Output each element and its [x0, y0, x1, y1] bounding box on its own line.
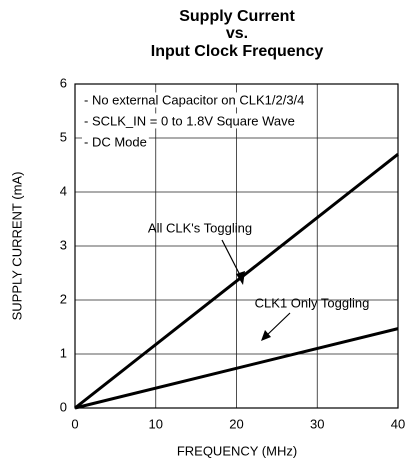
note: - SCLK_IN = 0 to 1.8V Square Wave: [84, 113, 295, 128]
chart-title: Input Clock Frequency: [151, 43, 324, 60]
y-tick-label: 1: [60, 345, 67, 360]
x-tick-label: 30: [310, 416, 324, 431]
notes: - No external Capacitor on CLK1/2/3/4 - S…: [82, 92, 307, 150]
chart-title: Supply Current: [179, 8, 295, 25]
y-tick-label: 0: [60, 399, 67, 414]
x-tick-label: 20: [229, 416, 243, 431]
arrowhead: [236, 271, 245, 285]
y-tick-label: 5: [60, 129, 67, 144]
x-tick-label: 10: [149, 416, 163, 431]
x-axis-title: FREQUENCY (MHz): [177, 443, 297, 458]
y-tick-label: 3: [60, 237, 67, 252]
annotation-arrow: [264, 312, 291, 338]
arrowhead: [261, 330, 271, 341]
annotation: CLK1 Only Toggling: [255, 295, 370, 310]
note-background: [82, 92, 307, 108]
x-tick-label: 40: [391, 416, 405, 431]
data-line: [74, 153, 399, 410]
grid: [74, 83, 399, 409]
y-tick-label: 6: [60, 75, 67, 90]
note-background: [82, 113, 297, 129]
note-background: [82, 134, 149, 150]
chart-title: vs.: [226, 25, 248, 42]
lines: [74, 153, 399, 410]
note: - No external Capacitor on CLK1/2/3/4: [84, 92, 304, 107]
x-tick-label: 0: [71, 416, 78, 431]
data-line: [74, 327, 399, 410]
annotation: All CLK's Toggling: [148, 220, 252, 235]
y-tick-label: 4: [60, 183, 67, 198]
y-tick-label: 2: [60, 291, 67, 306]
plot-frame: [74, 83, 399, 409]
y-axis-title: SUPPLY CURRENT (mA): [9, 172, 24, 321]
note: - DC Mode: [84, 134, 147, 149]
